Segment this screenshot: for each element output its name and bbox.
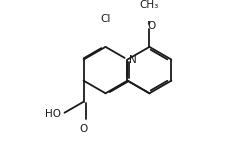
Text: O: O (79, 124, 88, 134)
Text: HO: HO (45, 109, 61, 119)
Text: CH₃: CH₃ (140, 0, 159, 10)
Text: Cl: Cl (100, 15, 111, 24)
Text: O: O (147, 21, 156, 31)
Text: N: N (129, 55, 137, 65)
